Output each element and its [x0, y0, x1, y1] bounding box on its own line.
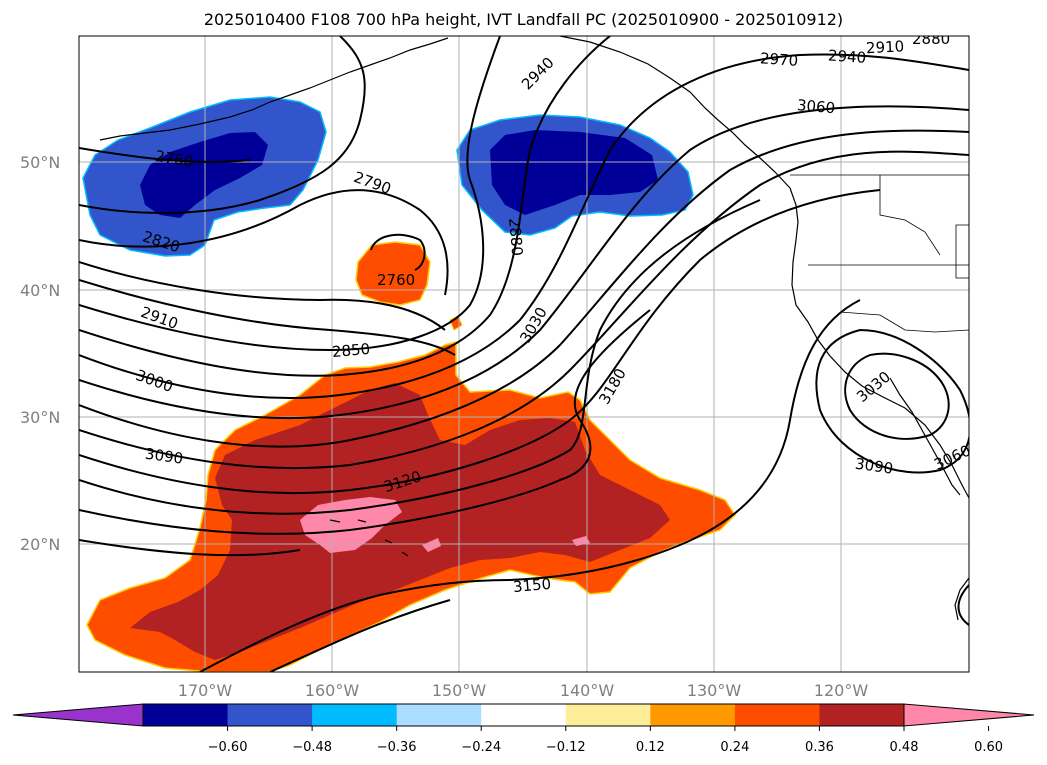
- coastline-bc-washington: [789, 187, 969, 499]
- lon-label: 150°W: [432, 681, 487, 700]
- pink-shading-small-1: [422, 538, 441, 552]
- longitude-labels: 170°W 160°W 150°W 140°W 130°W 120°W: [178, 681, 869, 700]
- contour-label: 2880: [505, 217, 526, 257]
- colorbar-tick-label: 0.60: [974, 740, 1003, 755]
- contour-label: 2880: [912, 30, 950, 48]
- colorbar-segment: [481, 704, 567, 726]
- latitude-labels: 50°N 40°N 30°N 20°N: [20, 153, 60, 554]
- coastline-aleutians: [99, 94, 291, 141]
- contour-label: 2850: [331, 340, 371, 361]
- island-chain: [329, 519, 409, 557]
- plot-frame: [78, 35, 970, 673]
- colorbar-segment: [312, 704, 398, 726]
- contour-label: 3060: [796, 96, 836, 117]
- colorbar-tick-label: −0.48: [292, 740, 332, 755]
- colorbar-tick-label: −0.36: [377, 740, 417, 755]
- contour-label: 2970: [759, 49, 798, 70]
- contour-label: 3150: [512, 575, 552, 596]
- lon-label: 140°W: [560, 681, 615, 700]
- lon-label: 160°W: [305, 681, 360, 700]
- colorbar-segment: [650, 704, 736, 726]
- colorbar-tick-label: −0.12: [546, 740, 586, 755]
- colorbar-tick-label: 0.36: [805, 740, 834, 755]
- graticule: [79, 36, 969, 672]
- colorbar-segment: [565, 704, 651, 726]
- lon-label: 120°W: [814, 681, 869, 700]
- pink-shading: [300, 497, 402, 553]
- colorbar: −0.60 −0.48 −0.36 −0.24 −0.12 0.12 0.24 0.36 0.4…: [12, 703, 1035, 755]
- political-borders: [790, 174, 969, 333]
- contour-label: 2910: [866, 37, 905, 57]
- contour-label: 3090: [144, 445, 184, 468]
- map-title: 2025010400 F108 700 hPa height, IVT Land…: [203, 10, 844, 29]
- lat-label: 30°N: [20, 408, 60, 427]
- colorbar-segment: [396, 704, 482, 726]
- colorbar-tick-label: −0.60: [208, 740, 248, 755]
- lon-label: 130°W: [687, 681, 742, 700]
- colorbar-segment: [227, 704, 313, 726]
- colorbar-extend-low: [13, 704, 143, 726]
- lon-label: 170°W: [178, 681, 233, 700]
- orange-blob-40n: [355, 241, 431, 306]
- coastline-baja: [889, 377, 961, 496]
- contour-label: 2940: [827, 46, 866, 67]
- colorbar-tick-label: 0.48: [890, 740, 919, 755]
- coastline-gulf-of-alaska: [559, 36, 791, 189]
- coastlines: [99, 36, 969, 621]
- height-contours: [79, 36, 969, 672]
- colorbar-segment: [819, 704, 905, 726]
- colorbar-tick-label: 0.24: [720, 740, 749, 755]
- plot-area: 2760 2820 2790 2760 2880 2940 2970 2940 …: [79, 30, 969, 672]
- navy-shading-west: [140, 132, 268, 218]
- colorbar-extend-high: [904, 704, 1034, 726]
- colorbar-segment: [143, 704, 229, 726]
- lat-label: 50°N: [20, 153, 60, 172]
- contour-label: 2760: [377, 271, 415, 289]
- lat-label: 40°N: [20, 281, 60, 300]
- coastline-alaska: [289, 37, 449, 96]
- navy-shading-east: [490, 130, 658, 215]
- contour-label: 3090: [854, 455, 894, 478]
- colorbar-tick-label: 0.12: [636, 740, 665, 755]
- colorbar-tick-label: −0.24: [461, 740, 501, 755]
- colorbar-segment: [734, 704, 820, 726]
- lat-label: 20°N: [20, 535, 60, 554]
- colorbar-frame: [142, 703, 905, 727]
- mexico-coast: [954, 577, 969, 621]
